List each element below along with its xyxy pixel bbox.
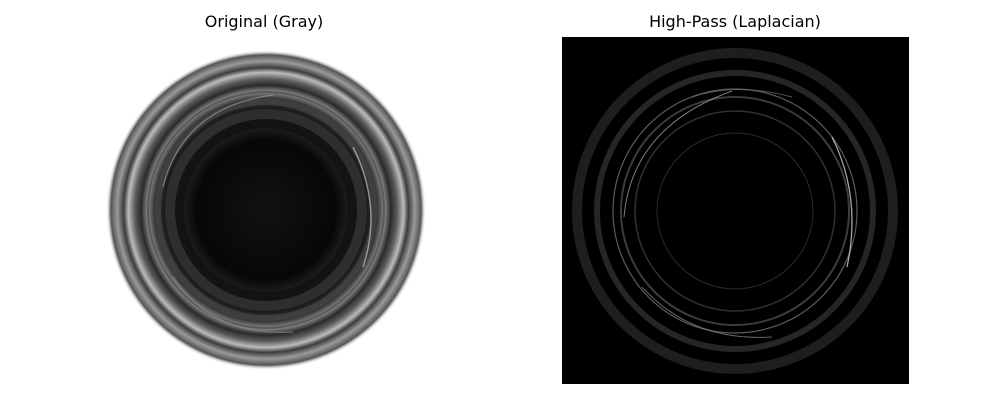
panel-title-original: Original (Gray) [204,12,324,31]
rim-edge [612,88,858,334]
outer-edge-halo [572,48,898,374]
reflection-arc-1 [162,94,274,188]
opening-center [184,128,348,292]
edge-arc-2 [831,136,853,268]
original-gray-image [93,37,440,384]
mid-edge-halo [594,70,876,352]
thread-ring [155,99,377,321]
reflection-arc-3 [172,276,294,333]
panel-title-high-pass: High-Pass (Laplacian) [649,12,821,31]
original-gray-svg [106,50,426,370]
edge-arc-1 [623,90,733,218]
inner-wall [165,109,367,311]
opening-edge [656,132,814,290]
thread-edge [620,96,850,326]
reflection-arc-2 [352,146,372,268]
laplacian-image [562,37,909,384]
wall-edge [634,110,836,312]
edge-arc-4 [691,89,793,98]
edge-arc-3 [641,286,773,338]
rim-ring [147,91,385,329]
laplacian-svg [562,37,909,384]
